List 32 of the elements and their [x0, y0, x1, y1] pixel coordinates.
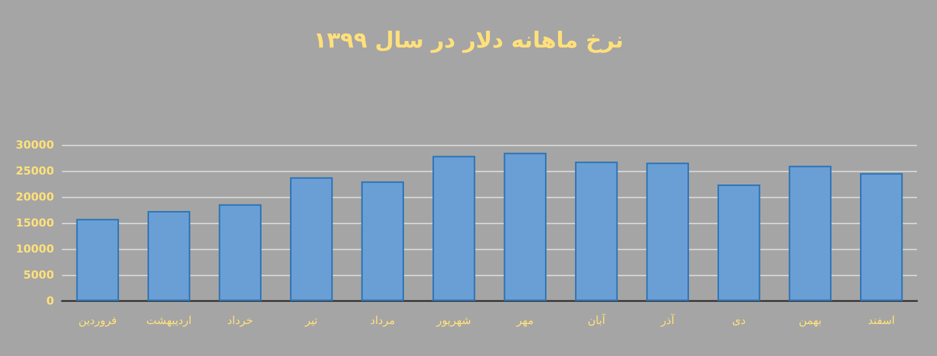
x-tick-label: شهریور [436, 314, 472, 327]
bar [218, 204, 262, 301]
bar [76, 218, 119, 301]
bar [504, 152, 546, 301]
bar [148, 211, 190, 301]
bar [575, 162, 618, 301]
x-tick-label: بهمن [798, 314, 822, 327]
x-tick-label: آبان [588, 313, 606, 327]
bar [290, 177, 333, 301]
x-tick-label: تیر [304, 314, 318, 327]
bar [860, 173, 903, 301]
x-tick-label: خرداد [227, 314, 253, 327]
y-tick-label: 10000 [16, 242, 54, 256]
x-tick-label: دی [732, 314, 746, 327]
x-tick-label: اردیبهشت [146, 314, 192, 327]
bar [788, 166, 832, 301]
x-tick-label: مهر [516, 314, 534, 327]
y-tick-label: 5000 [23, 268, 54, 282]
y-tick-label: 20000 [16, 190, 54, 204]
x-tick-label: اسفند [868, 314, 895, 327]
bar [718, 184, 760, 301]
y-tick-label: 30000 [16, 138, 54, 152]
bar [646, 162, 689, 301]
bar [361, 181, 404, 301]
y-tick-label: 15000 [16, 216, 54, 230]
bar [432, 156, 476, 301]
x-tick-label: فروردین [78, 314, 117, 327]
x-tick-label: مرداد [370, 314, 396, 327]
y-tick-label: 25000 [16, 164, 54, 178]
y-tick-label: 0 [46, 294, 54, 308]
x-tick-label: آذر [660, 313, 676, 327]
chart-title: نرخ ماهانه دلار در سال ۱۳۹۹ [313, 28, 624, 54]
